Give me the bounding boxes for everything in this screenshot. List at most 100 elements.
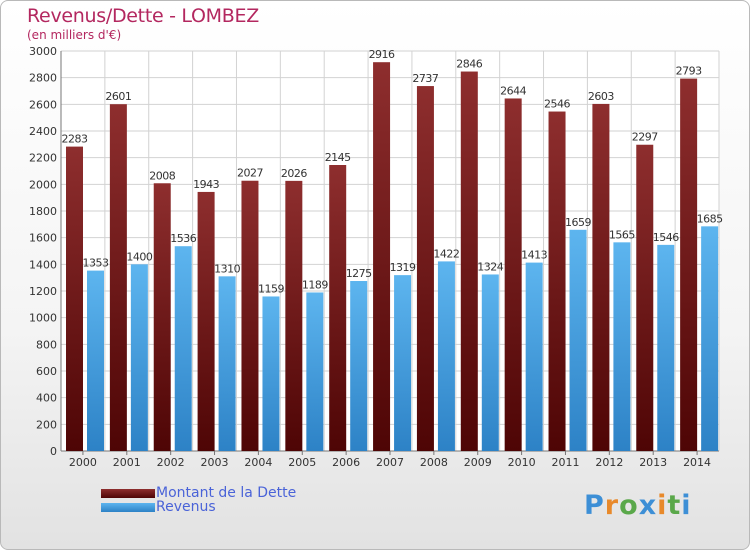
x-tick-label: 2000 <box>69 456 97 469</box>
y-tick-label: 0 <box>50 445 57 458</box>
data-label-dette: 2603 <box>588 90 614 103</box>
data-label-dette: 2793 <box>676 65 702 78</box>
bar-revenus <box>130 264 148 451</box>
logo-letter: o <box>619 490 639 521</box>
data-label-revenus: 1413 <box>521 249 547 262</box>
bar-revenus <box>87 270 104 451</box>
data-label-revenus: 1536 <box>170 232 196 245</box>
bar-revenus <box>350 281 368 451</box>
data-label-revenus: 1189 <box>302 278 328 291</box>
x-tick-label: 2004 <box>244 456 272 469</box>
x-tick-label: 2001 <box>113 456 141 469</box>
logo-letter: t <box>667 490 682 521</box>
y-tick-label: 2800 <box>29 72 57 85</box>
bar-dette <box>285 180 303 451</box>
x-tick-label: 2007 <box>376 456 404 469</box>
bar-dette <box>592 103 610 451</box>
x-tick-label: 2008 <box>420 456 448 469</box>
y-tick-label: 200 <box>36 418 57 431</box>
data-label-revenus: 1659 <box>565 216 591 229</box>
data-label-revenus: 1685 <box>697 212 723 225</box>
proxiti-logo: Proxiti <box>584 490 692 521</box>
bar-revenus <box>481 274 499 451</box>
bar-dette <box>504 98 522 451</box>
bar-dette <box>153 183 171 451</box>
bar-revenus <box>701 226 719 451</box>
x-tick-label: 2003 <box>201 456 229 469</box>
chart-title: Revenus/Dette - LOMBEZ <box>27 5 259 27</box>
bar-revenus <box>525 262 543 451</box>
y-tick-label: 600 <box>36 365 57 378</box>
bar-revenus <box>262 296 280 451</box>
y-tick-label: 1400 <box>29 258 57 271</box>
data-label-dette: 2297 <box>632 131 658 144</box>
y-tick-label: 3000 <box>29 45 57 58</box>
data-label-dette: 2546 <box>544 98 570 111</box>
logo-letter: P <box>584 490 605 521</box>
y-tick-label: 1600 <box>29 232 57 245</box>
bar-revenus <box>218 276 236 451</box>
data-label-revenus: 1310 <box>214 262 240 275</box>
data-label-dette: 2008 <box>149 169 175 182</box>
bar-revenus <box>174 246 192 451</box>
y-tick-label: 2200 <box>29 152 57 165</box>
bar-layer <box>66 62 719 452</box>
data-label-revenus: 1275 <box>346 267 372 280</box>
bar-revenus <box>613 242 631 451</box>
bar-revenus <box>657 244 675 451</box>
label-layer: 2283 1353 2601 1400 2008 1536 1943 1310 2027 1159… <box>62 48 724 295</box>
data-label-revenus: 1546 <box>653 231 679 244</box>
bar-dette <box>241 180 259 451</box>
bar-revenus <box>394 275 412 451</box>
data-label-revenus: 1353 <box>83 257 109 270</box>
data-label-revenus: 1422 <box>433 247 459 260</box>
bar-dette <box>66 146 83 451</box>
legend-swatch-revenus <box>101 503 155 512</box>
data-label-dette: 2916 <box>369 48 395 61</box>
y-tick-label: 1200 <box>29 285 57 298</box>
y-tick-label: 2400 <box>29 125 57 138</box>
bar-dette <box>416 86 434 452</box>
x-tick-label: 2006 <box>332 456 360 469</box>
logo-letter: x <box>638 490 658 521</box>
x-tick-label: 2014 <box>683 456 711 469</box>
y-tick-label: 2600 <box>29 98 57 111</box>
bar-dette <box>329 165 347 451</box>
y-tick-label: 1000 <box>29 312 57 325</box>
bar-dette <box>460 71 478 452</box>
logo-letter: i <box>657 490 668 521</box>
bar-revenus <box>437 261 455 451</box>
data-label-dette: 2026 <box>281 167 307 180</box>
logo-letter: i <box>681 490 692 521</box>
x-tick-label: 2002 <box>157 456 185 469</box>
x-tick-label: 2013 <box>639 456 667 469</box>
legend-label-revenus: Revenus <box>156 499 216 515</box>
y-tick-label: 400 <box>36 392 57 405</box>
bar-dette <box>680 78 698 451</box>
x-tick-label: 2010 <box>508 456 536 469</box>
data-label-dette: 2846 <box>456 58 482 71</box>
bar-dette <box>373 62 391 451</box>
data-label-revenus: 1565 <box>609 228 635 241</box>
data-label-dette: 2737 <box>412 72 438 85</box>
data-label-dette: 2145 <box>325 151 351 164</box>
x-tick-label: 2011 <box>551 456 579 469</box>
x-tick-label: 2009 <box>464 456 492 469</box>
data-label-revenus: 1319 <box>390 261 416 274</box>
x-tick-label: 2005 <box>288 456 316 469</box>
data-label-dette: 2283 <box>62 133 88 146</box>
logo-letter: r <box>604 490 620 521</box>
y-tick-label: 2000 <box>29 178 57 191</box>
x-tick-label: 2012 <box>595 456 623 469</box>
data-label-dette: 2601 <box>105 90 131 103</box>
chart-subtitle: (en milliers d'€) <box>27 28 122 42</box>
y-tick-label: 800 <box>36 338 57 351</box>
bar-dette <box>197 191 215 451</box>
y-tick-label: 1800 <box>29 205 57 218</box>
data-label-revenus: 1324 <box>477 260 503 273</box>
bar-revenus <box>569 229 587 451</box>
bar-dette <box>109 104 127 451</box>
data-label-dette: 2027 <box>237 167 263 180</box>
data-label-dette: 2644 <box>500 84 526 97</box>
